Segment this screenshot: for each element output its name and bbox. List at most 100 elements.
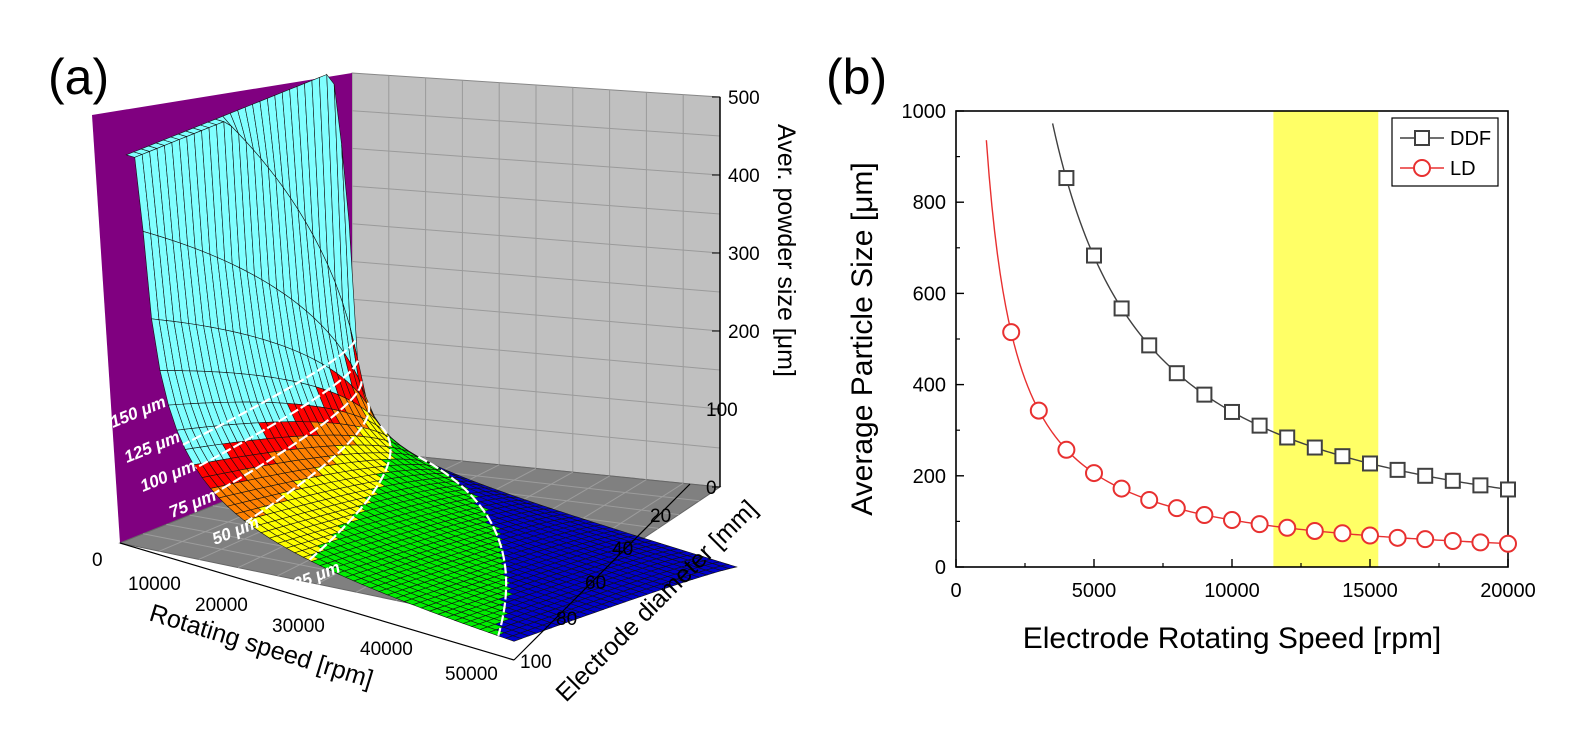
point-ld <box>1195 506 1214 525</box>
point-ddf <box>1362 455 1378 472</box>
panel-b-axes: 0 5000 10000 15000 20000 0 200 400 600 800 1000 <box>902 101 1536 602</box>
x-tick-label: 5000 <box>1072 580 1117 602</box>
x-axis-label: Rotating speed [rpm] <box>146 599 376 694</box>
point-ld <box>1223 511 1241 530</box>
point-ld <box>1250 515 1269 534</box>
contour-line <box>182 339 357 446</box>
y-tick-label-40: 40 <box>612 539 633 560</box>
y-tick-label: 600 <box>913 283 946 305</box>
point-ddf <box>1196 386 1213 403</box>
y-tick-label-20: 20 <box>650 506 671 527</box>
point-ld <box>1029 401 1048 420</box>
y-tick-label: 0 <box>935 557 946 579</box>
surface-patch <box>719 564 738 569</box>
panel-b-x-axis-label: Electrode Rotating Speed [rpm] <box>1023 622 1442 655</box>
z-tick-label-400: 400 <box>728 166 760 187</box>
back-grid-h-line <box>351 374 721 410</box>
point-ddf <box>1279 429 1296 446</box>
point-ld <box>1416 530 1435 549</box>
y-tick-label: 200 <box>913 466 946 488</box>
y-axis-line <box>513 483 691 661</box>
point-ddf <box>1334 448 1351 465</box>
point-ld <box>1333 524 1352 543</box>
legend-label-ddf: DDF <box>1450 128 1491 150</box>
point-ddf <box>1168 365 1185 382</box>
z-tick-label-0: 0 <box>706 478 717 499</box>
back-grid-h-line <box>351 261 721 293</box>
panel-b-line-chart: (b) 0 5000 10000 15000 20000 0 200 400 600 800 100… <box>826 49 1536 655</box>
contour-line <box>417 455 508 637</box>
contour-line <box>308 425 392 561</box>
x-tick-label: 0 <box>950 580 961 602</box>
x-tick-label-30000: 30000 <box>272 616 325 637</box>
response-surface <box>125 73 738 642</box>
point-ld <box>1167 499 1186 518</box>
x-tick-label-10000: 10000 <box>128 574 181 595</box>
point-ld <box>1361 526 1379 545</box>
z-axis-label: Aver. powder size [μm] <box>772 124 800 377</box>
contour-line <box>195 360 359 469</box>
y-tick-label: 800 <box>913 192 946 214</box>
z-tick-label-500: 500 <box>728 88 760 109</box>
y-tick-label: 400 <box>913 375 946 397</box>
optimal-speed-highlight <box>1273 111 1379 567</box>
point-ld <box>1471 533 1490 552</box>
x-tick-label: 15000 <box>1342 580 1398 602</box>
legend-marker <box>1414 130 1430 146</box>
point-ddf <box>1500 481 1516 498</box>
x-tick-label-40000: 40000 <box>360 639 413 660</box>
point-ddf <box>1224 403 1240 420</box>
z-axis-ticks: 0 100 200 300 400 500 <box>706 88 760 499</box>
back-grid-h-line <box>351 336 721 371</box>
panel-a-surface-plot: (a) 150 μm 125 μm 100 μm 75 μm 50 μm 25 … <box>48 49 800 707</box>
point-ld <box>1499 534 1517 553</box>
legend: DDF LD <box>1391 117 1499 187</box>
x-tick-label: 20000 <box>1480 580 1536 602</box>
point-ddf <box>1058 170 1075 187</box>
contour-line <box>214 381 363 495</box>
x-axis-line <box>119 542 515 661</box>
contour-line <box>245 402 371 523</box>
point-ld <box>1388 528 1407 547</box>
back-grid-h-line <box>351 223 721 254</box>
panel-b-series <box>985 123 1517 553</box>
back-grid-h-line <box>351 185 721 215</box>
z-tick-label-200: 200 <box>728 322 760 343</box>
x-tick-label-50000: 50000 <box>445 664 498 685</box>
point-ld <box>1057 440 1076 459</box>
back-grid-h-line <box>351 147 721 176</box>
x-axis-ticks: 0 10000 20000 30000 40000 50000 <box>92 550 498 685</box>
point-ld <box>1085 464 1103 483</box>
surface-mesh <box>182 339 508 637</box>
point-ld <box>1112 479 1131 498</box>
point-ddf <box>1086 247 1102 264</box>
point-ddf <box>1306 439 1323 456</box>
point-ddf <box>1141 337 1158 354</box>
y-tick-label: 1000 <box>902 101 947 123</box>
z-tick-label-100: 100 <box>706 400 738 421</box>
point-ld <box>1443 532 1462 551</box>
x-tick-label-0: 0 <box>92 550 103 571</box>
y-tick-label-80: 80 <box>556 609 577 630</box>
z-tick-label-300: 300 <box>728 244 760 265</box>
back-grid-h-line <box>351 411 721 449</box>
y-tick-label-100: 100 <box>520 652 552 673</box>
back-grid-h-line <box>351 298 721 332</box>
point-ddf <box>1444 472 1461 489</box>
panel-b-y-axis-label: Average Particle Size [μm] <box>846 162 879 516</box>
point-ld <box>1140 490 1159 509</box>
y-tick-label-60: 60 <box>585 573 606 594</box>
x-tick-label: 10000 <box>1204 580 1260 602</box>
point-ld <box>1002 323 1021 342</box>
legend-box <box>1391 117 1499 187</box>
back-grid-h-line <box>351 110 721 137</box>
panel-b-label: (b) <box>826 49 887 105</box>
point-ddf <box>1251 417 1268 434</box>
panel-a-label: (a) <box>48 49 109 105</box>
legend-label-ld: LD <box>1450 158 1476 180</box>
y-axis-ticks: 20 40 60 80 100 <box>520 506 671 673</box>
x-tick-label-20000: 20000 <box>195 595 248 616</box>
point-ld <box>1305 521 1324 540</box>
back-wall-grid <box>351 75 721 484</box>
